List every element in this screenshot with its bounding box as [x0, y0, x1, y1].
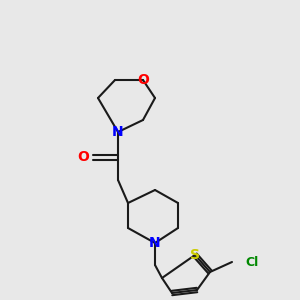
Text: N: N — [149, 236, 161, 250]
Text: O: O — [77, 150, 89, 164]
Text: Cl: Cl — [245, 256, 258, 268]
Text: O: O — [137, 73, 149, 87]
Text: S: S — [190, 248, 200, 262]
Text: N: N — [112, 125, 124, 139]
